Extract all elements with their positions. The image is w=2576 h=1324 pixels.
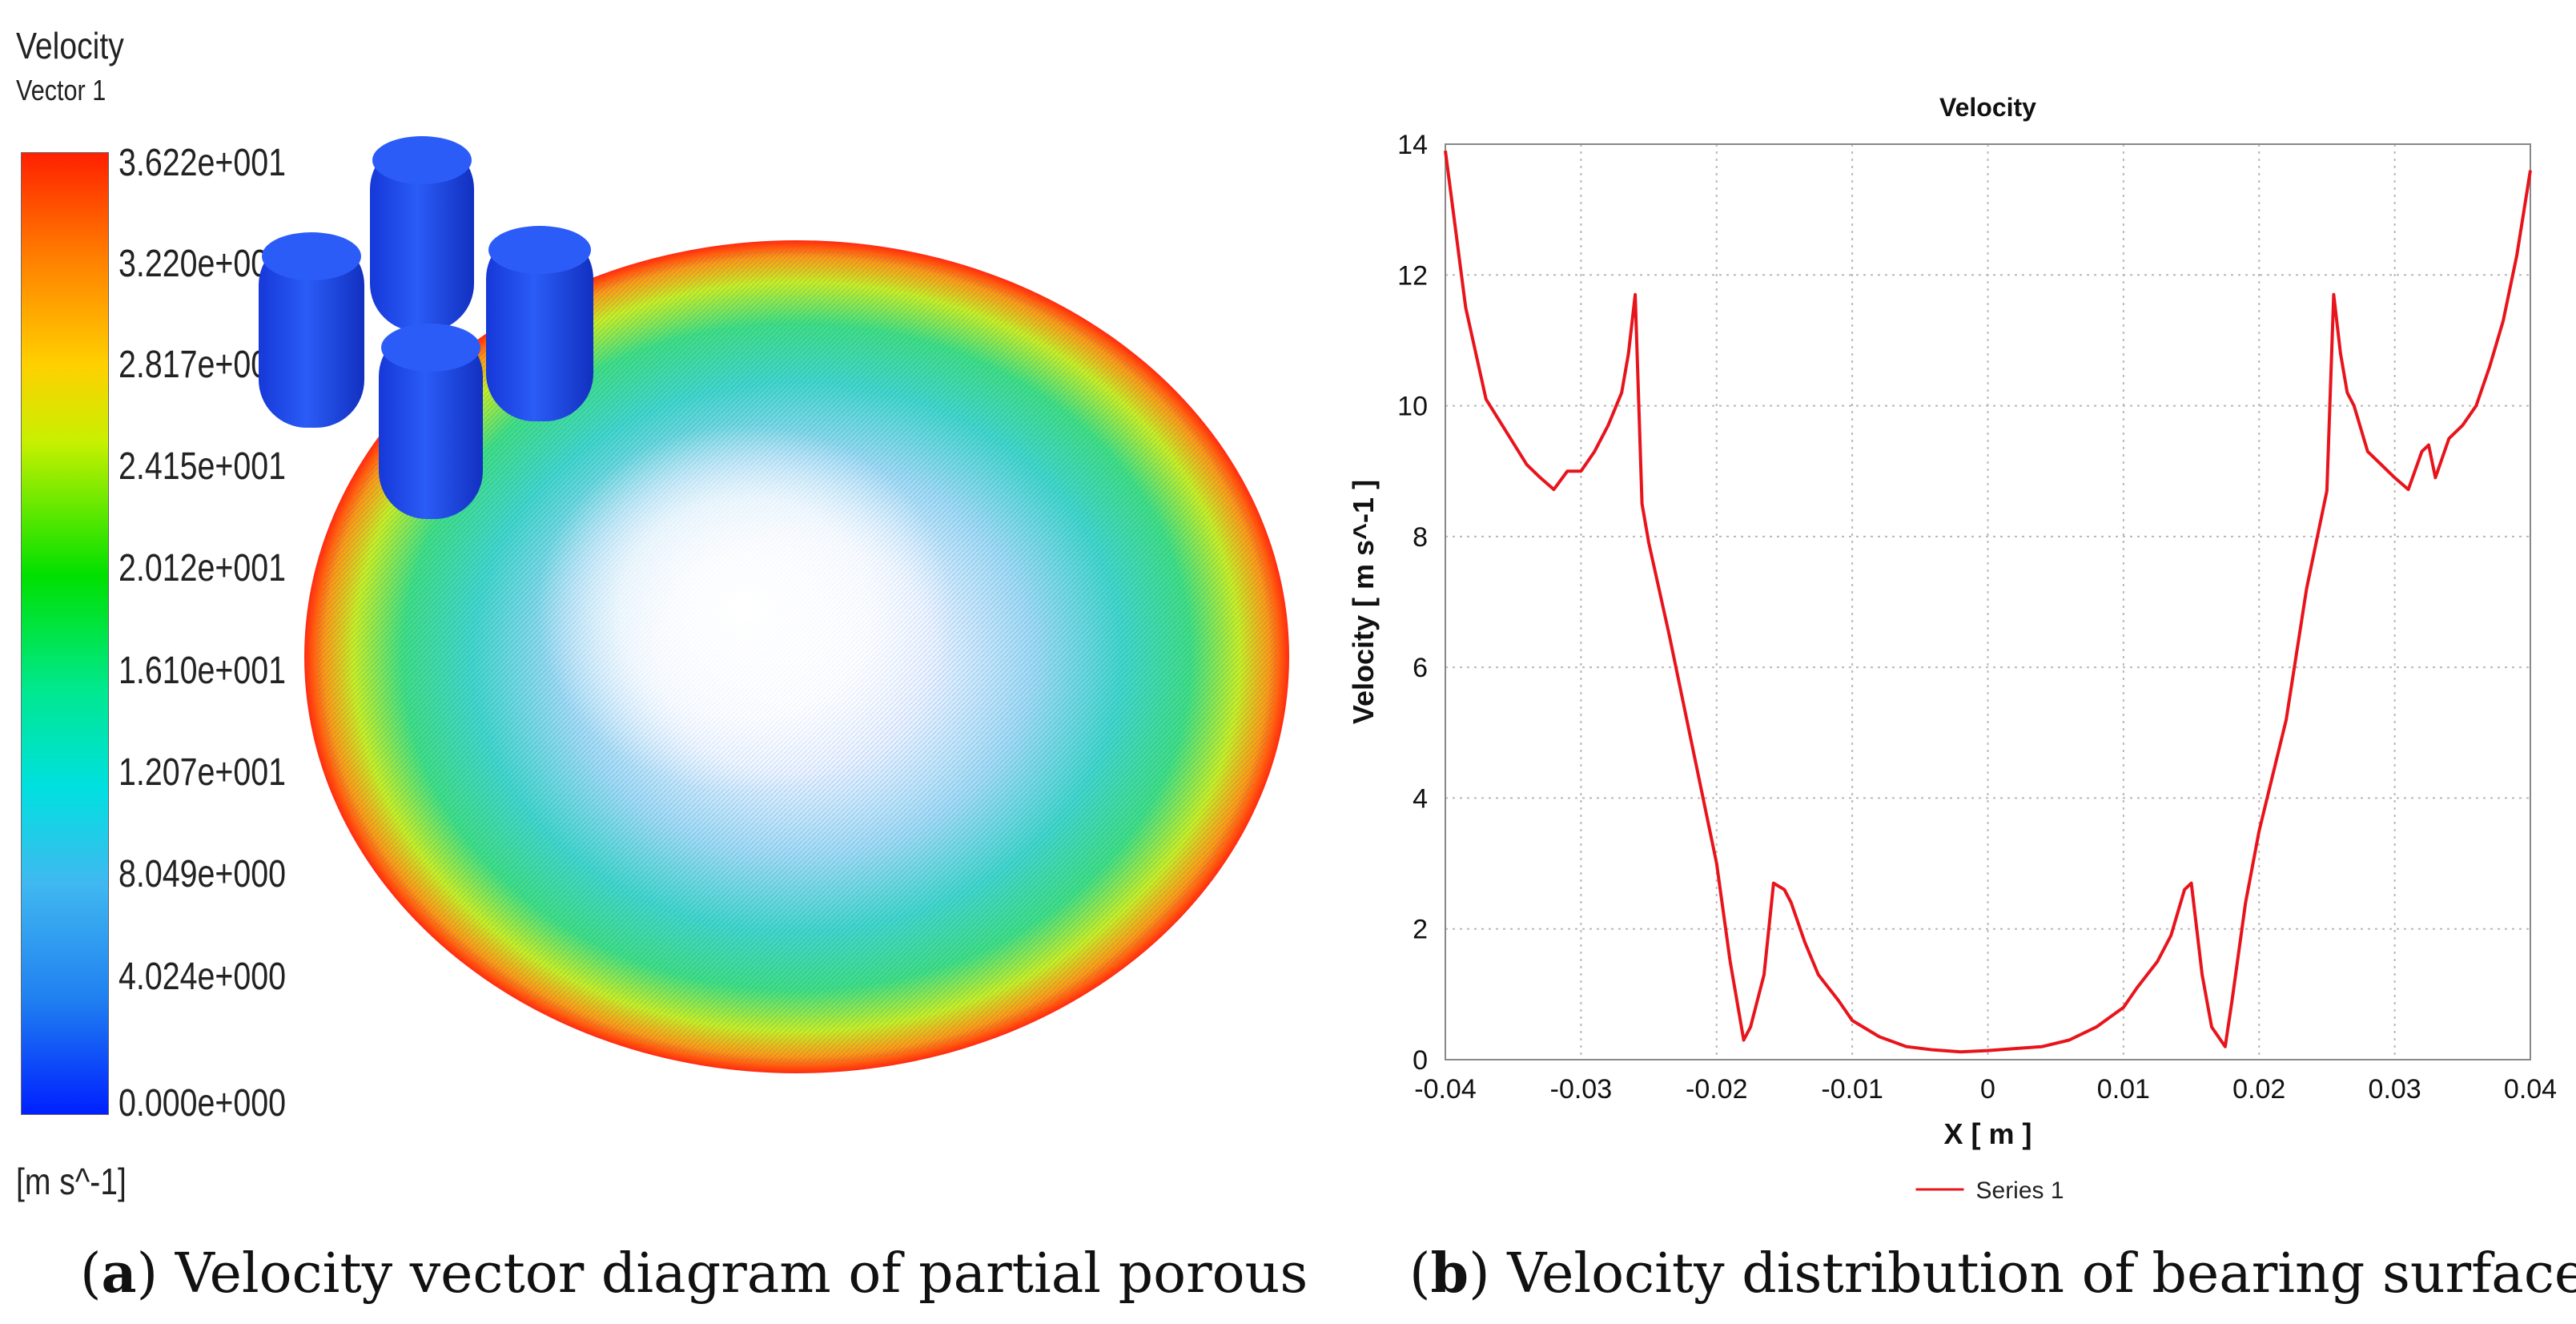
colorbar-tick: 8.049e+000 (119, 853, 287, 895)
x-tick-label: 0.01 (2097, 1074, 2150, 1105)
caption-a-text: Velocity vector diagram of partial porou… (158, 1242, 1308, 1306)
legend-subtitle: Vector 1 (16, 74, 106, 107)
x-tick-label: -0.02 (1686, 1074, 1748, 1105)
velocity-vector-panel: Velocity Vector 1 3.622e+001 3.220e+001 … (0, 0, 1313, 1306)
colorbar-tick: 4.024e+000 (119, 956, 287, 998)
caption-a: (a) Velocity vector diagram of partial p… (80, 1242, 1308, 1306)
caption-b: (b) Velocity distribution of bearing sur… (1409, 1242, 2576, 1306)
porous-cylinder-right (486, 226, 593, 421)
velocity-distribution-panel: -0.04 -0.03 -0.02 -0.01 0 0.01 0.02 0.03 0.04 0 2 4… (1313, 0, 2576, 1306)
y-tick-label: 0 (1413, 1045, 1428, 1076)
x-axis-label: X [ m ] (1943, 1117, 2031, 1150)
caption-b-letter: b (1430, 1242, 1469, 1306)
caption-a-letter: a (101, 1242, 137, 1306)
y-tick-label: 10 (1397, 392, 1428, 422)
velocity-line-chart: -0.04 -0.03 -0.02 -0.01 0 0.01 0.02 0.03 0.04 0 2 4… (1347, 93, 2557, 1204)
velocity-colorbar (21, 152, 109, 1115)
y-tick-label: 2 (1413, 915, 1428, 945)
colorbar-unit: [m s^-1] (16, 1161, 127, 1202)
porous-cylinder-bottom (379, 324, 483, 519)
x-tick-label: 0.02 (2232, 1074, 2285, 1105)
legend-title: Velocity (16, 25, 124, 66)
legend-label: Series 1 (1976, 1177, 2064, 1204)
porous-cylinder-top (370, 136, 474, 332)
porous-cylinder-left (259, 232, 364, 428)
colorbar-tick: 2.012e+001 (119, 547, 287, 590)
y-tick-label: 8 (1413, 522, 1428, 553)
velocity-vector-field (259, 136, 1289, 1073)
x-tick-label: -0.03 (1550, 1074, 1613, 1105)
x-tick-label: 0.04 (2504, 1074, 2557, 1105)
y-tick-label: 6 (1413, 653, 1428, 683)
y-axis-label: Velocity [ m s^-1 ] (1347, 480, 1380, 724)
bearing-center-region (536, 425, 953, 793)
y-tick-label: 4 (1413, 783, 1428, 814)
colorbar-tick: 3.622e+001 (119, 142, 287, 184)
chart-title: Velocity (1939, 93, 2036, 122)
x-tick-label: -0.01 (1821, 1074, 1883, 1105)
series-line (1444, 150, 2532, 1054)
colorbar-tick: 1.207e+001 (119, 751, 287, 794)
colorbar-tick: 2.415e+001 (119, 445, 287, 488)
x-tick-label: 0.03 (2369, 1074, 2421, 1105)
colorbar-tick: 3.220e+001 (119, 243, 287, 285)
colorbar-tick: 0.000e+000 (119, 1082, 287, 1125)
colorbar-tick: 1.610e+001 (119, 650, 287, 692)
colorbar-tick: 2.817e+001 (119, 344, 287, 386)
plot-frame (1445, 143, 2531, 1060)
x-tick-label: 0 (1980, 1074, 1995, 1105)
x-tick-label: -0.04 (1414, 1074, 1477, 1105)
y-tick-label: 14 (1397, 130, 1428, 160)
y-tick-label: 12 (1397, 260, 1428, 291)
caption-b-text: Velocity distribution of bearing surface (1489, 1242, 2576, 1306)
